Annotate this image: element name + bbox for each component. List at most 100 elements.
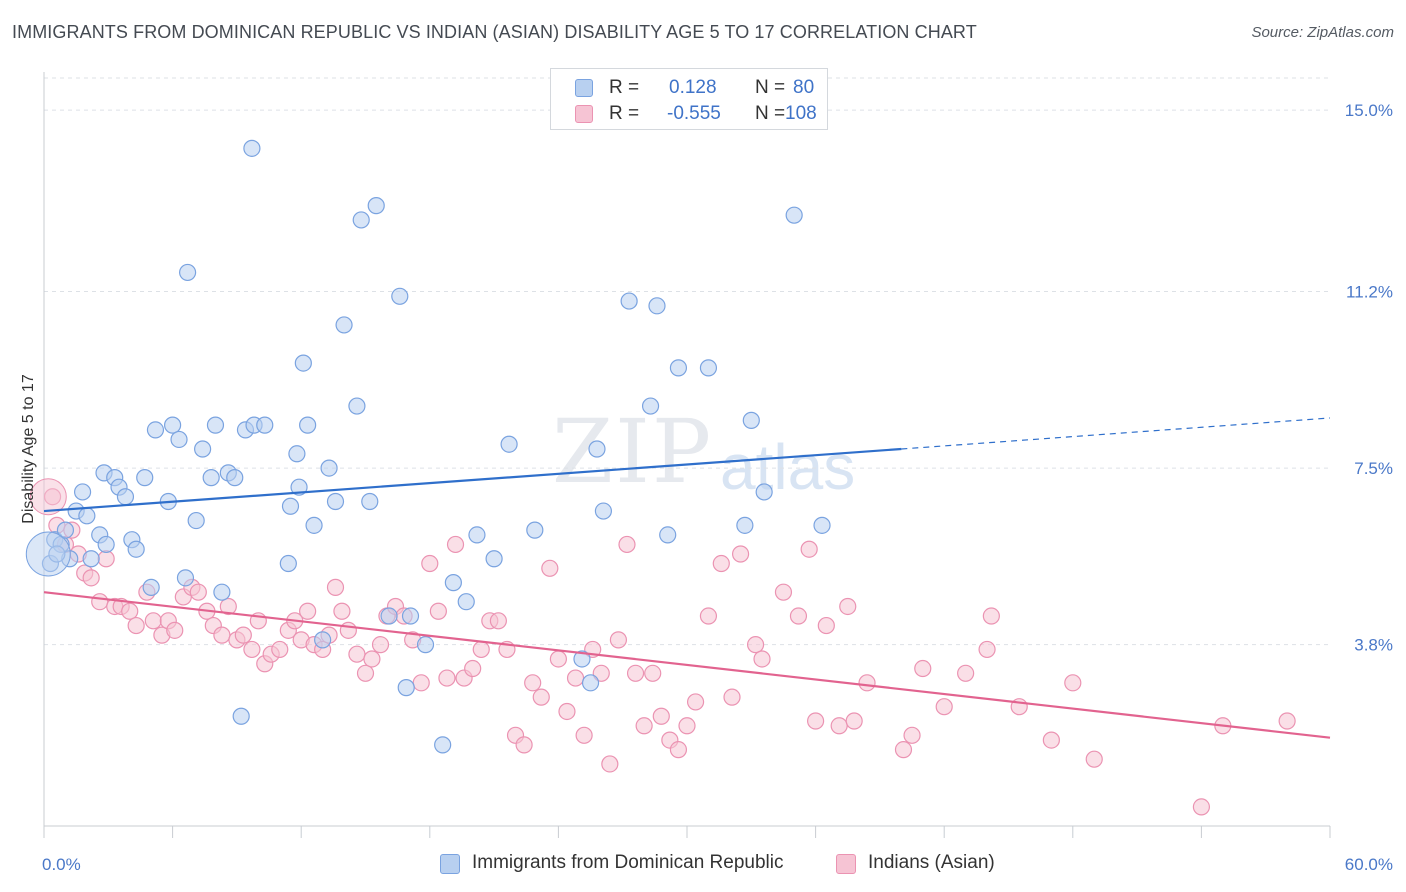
- dominican-point: [352, 211, 370, 229]
- dominican-point: [127, 540, 145, 558]
- dominican-point: [78, 507, 96, 525]
- dominican-trend-extension: [901, 417, 1331, 450]
- source-credit: Source: ZipAtlas.com: [1251, 24, 1394, 41]
- indian-point: [446, 535, 465, 554]
- y-tick-label: 3.8%: [1354, 636, 1393, 655]
- indian-point: [219, 597, 237, 616]
- dominican-point: [299, 416, 317, 434]
- dominican-point: [279, 554, 297, 573]
- dominican-point: [813, 516, 831, 534]
- dominican-point: [290, 478, 308, 496]
- dominican-point: [179, 263, 197, 282]
- indian-point: [1192, 798, 1211, 816]
- indian-point: [363, 650, 381, 668]
- indian-point: [731, 545, 750, 563]
- indian-point: [348, 645, 366, 663]
- indian-point: [592, 664, 610, 682]
- legend-r-label: R =: [609, 103, 640, 124]
- legend-n-label: N =: [755, 77, 786, 98]
- legend-r-value: -0.555: [667, 103, 721, 124]
- dominican-point: [594, 502, 613, 520]
- indian-point: [127, 616, 145, 635]
- y-tick-label: 7.5%: [1354, 459, 1393, 478]
- indian-point: [234, 626, 252, 644]
- indian-point: [609, 631, 628, 649]
- dominican-point: [416, 636, 435, 654]
- indian-point: [644, 664, 662, 682]
- indian-point: [144, 612, 162, 630]
- indian-point: [189, 583, 207, 601]
- dominican-point: [256, 416, 274, 434]
- watermark-zip: ZIP: [552, 400, 714, 503]
- dominican-point: [335, 316, 353, 334]
- legend-n-value: 108: [785, 103, 817, 124]
- indian-point: [524, 674, 542, 692]
- dominican-point: [348, 397, 366, 415]
- dominican-point: [736, 516, 754, 534]
- dominican-point: [468, 526, 486, 544]
- indian-point: [243, 640, 261, 659]
- indian-point: [1042, 731, 1060, 749]
- dominican-point: [444, 574, 462, 592]
- indian-point: [894, 741, 913, 759]
- dominican-point: [785, 206, 803, 224]
- data-points: [25, 139, 1296, 816]
- dominican-point: [320, 459, 338, 477]
- watermark-atlas: atlas: [720, 431, 856, 503]
- indian-point: [421, 554, 439, 573]
- legend-n-label: N =: [755, 103, 786, 124]
- indian-point: [429, 602, 447, 620]
- indian-point: [326, 578, 345, 596]
- dominican-point: [226, 469, 244, 487]
- indian-point: [464, 659, 482, 678]
- indian-point: [438, 669, 456, 687]
- dominican-point: [202, 469, 220, 487]
- dominican-point: [73, 483, 92, 501]
- dominican-point: [620, 292, 638, 310]
- dominican-point: [742, 411, 760, 429]
- indian-point: [472, 640, 490, 659]
- dominican-point: [146, 421, 165, 439]
- dominican-point: [213, 583, 231, 601]
- indian-point: [121, 602, 139, 620]
- dominican-point: [500, 435, 518, 453]
- indian-point: [1085, 750, 1103, 768]
- dominican-point: [136, 469, 154, 487]
- indian-point: [678, 717, 696, 735]
- indian-point: [1278, 712, 1296, 730]
- dominican-point: [367, 197, 385, 215]
- dominican-point: [588, 440, 606, 458]
- dominican-point: [243, 139, 261, 157]
- x-tick-label-max: 60.0%: [1345, 855, 1393, 874]
- y-axis-label: Disability Age 5 to 17: [20, 374, 37, 524]
- indian-point-large: [29, 478, 67, 516]
- dominican-point: [294, 354, 312, 372]
- legend-r-label: R =: [609, 77, 640, 98]
- indian-point: [618, 535, 636, 554]
- indian-point: [978, 640, 996, 659]
- indian-point: [97, 550, 115, 568]
- axis-labels: 3.8% 7.5% 11.2% 15.0% 0.0% 60.0% Disability Ag…: [20, 101, 1393, 874]
- dominican-point: [194, 440, 212, 458]
- indian-point: [339, 621, 357, 639]
- dominican-point: [648, 297, 666, 315]
- grid-lines: [44, 77, 1330, 646]
- dominican-point: [699, 359, 718, 377]
- y-tick-label: 11.2%: [1346, 283, 1393, 302]
- indian-point: [789, 607, 808, 625]
- dominican-point: [281, 497, 300, 515]
- dominican-point: [434, 736, 452, 754]
- indian-point: [858, 674, 876, 692]
- legend-r-value: 0.128: [669, 77, 717, 98]
- indian-point: [1064, 674, 1082, 692]
- indian-point: [800, 540, 818, 558]
- indian-point: [957, 664, 975, 682]
- dominican-point: [170, 430, 188, 449]
- indian-point: [333, 602, 351, 620]
- indian-point: [830, 717, 848, 735]
- indian-point: [82, 569, 100, 587]
- y-tick-label: 15.0%: [1345, 101, 1393, 120]
- indian-point: [489, 612, 507, 630]
- indian-point: [371, 636, 390, 654]
